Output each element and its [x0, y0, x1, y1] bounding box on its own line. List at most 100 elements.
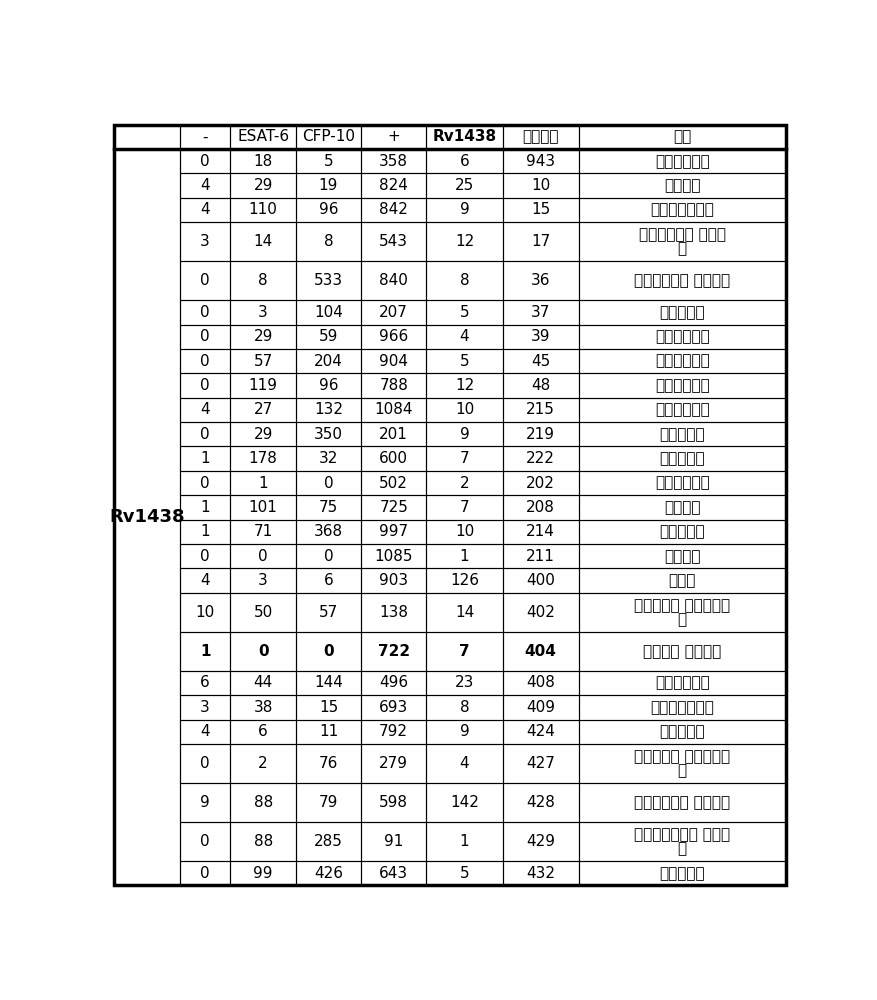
Bar [578, 671, 785, 695]
Bar [360, 720, 426, 744]
Bar [502, 300, 578, 325]
Bar [578, 471, 785, 495]
Text: 408: 408 [525, 675, 554, 690]
Text: 840: 840 [379, 273, 408, 288]
Bar [360, 744, 426, 783]
Text: 0: 0 [200, 305, 210, 320]
Bar [360, 671, 426, 695]
Text: 初治菌阳肺结核: 初治菌阳肺结核 [650, 202, 713, 217]
Text: 424: 424 [525, 724, 554, 739]
Bar [231, 861, 296, 885]
Bar [426, 373, 502, 398]
Text: 400: 400 [525, 573, 554, 588]
Bar [578, 325, 785, 349]
Text: 792: 792 [379, 724, 408, 739]
Text: 104: 104 [314, 305, 343, 320]
Text: 903: 903 [379, 573, 408, 588]
Text: 110: 110 [248, 202, 277, 217]
Text: 350: 350 [314, 427, 343, 442]
Bar [360, 198, 426, 222]
Bar [231, 198, 296, 222]
Bar [231, 125, 296, 149]
Text: 17: 17 [531, 234, 550, 249]
Bar [180, 593, 231, 632]
Text: 358: 358 [379, 154, 408, 169]
Text: 57: 57 [318, 605, 338, 620]
Text: 76: 76 [318, 756, 338, 771]
Text: 染: 染 [677, 841, 686, 856]
Bar [360, 125, 426, 149]
Bar [296, 398, 360, 422]
Text: 5: 5 [460, 866, 469, 881]
Bar [502, 446, 578, 471]
Bar [502, 783, 578, 822]
Text: 88: 88 [253, 795, 273, 810]
Text: 8: 8 [460, 273, 469, 288]
Text: 复治肺结核: 复治肺结核 [659, 427, 704, 442]
Text: 10: 10 [454, 524, 474, 539]
Bar [296, 261, 360, 300]
Bar [296, 222, 360, 261]
Text: 0: 0 [258, 549, 267, 564]
Bar [426, 198, 502, 222]
Bar [296, 744, 360, 783]
Text: 9: 9 [200, 795, 210, 810]
Text: 9: 9 [459, 202, 469, 217]
Text: 6: 6 [459, 154, 469, 169]
Bar [426, 222, 502, 261]
Text: 426: 426 [314, 866, 343, 881]
Bar [360, 349, 426, 373]
Text: 4: 4 [200, 573, 210, 588]
Text: 4: 4 [200, 402, 210, 417]
Text: 119: 119 [248, 378, 277, 393]
Bar [426, 671, 502, 695]
Text: 598: 598 [379, 795, 408, 810]
Bar [426, 783, 502, 822]
Text: 5: 5 [460, 354, 469, 369]
Bar [578, 861, 785, 885]
Bar [578, 222, 785, 261]
Text: 8: 8 [324, 234, 333, 249]
Bar [502, 325, 578, 349]
Bar [231, 520, 296, 544]
Text: 腰椎结核 骶骨结核: 腰椎结核 骶骨结核 [642, 644, 721, 659]
Text: 427: 427 [525, 756, 554, 771]
Bar [426, 125, 502, 149]
Text: 59: 59 [318, 329, 338, 344]
Text: 8: 8 [460, 700, 469, 715]
Bar [296, 446, 360, 471]
Bar [180, 471, 231, 495]
Text: 99: 99 [253, 866, 273, 881]
Text: 核: 核 [677, 763, 686, 778]
Text: 耔多药结核病: 耔多药结核病 [654, 329, 709, 344]
Text: 初治菌阳肺结核 肺部感: 初治菌阳肺结核 肺部感 [633, 827, 730, 842]
Bar [502, 495, 578, 520]
Bar [426, 632, 502, 671]
Bar [502, 568, 578, 593]
Text: 219: 219 [525, 427, 554, 442]
Text: 0: 0 [200, 549, 210, 564]
Text: 178: 178 [248, 451, 277, 466]
Text: 复治肺结核: 复治肺结核 [659, 524, 704, 539]
Text: 浸润型肺结核: 浸润型肺结核 [654, 476, 709, 491]
Text: ESAT-6: ESAT-6 [237, 129, 289, 144]
Text: 725: 725 [379, 500, 408, 515]
Bar [578, 422, 785, 446]
Text: 胸椎结核: 胸椎结核 [663, 178, 700, 193]
Text: 粒粒性肺结核 胸壁结核: 粒粒性肺结核 胸壁结核 [633, 273, 730, 288]
Bar [578, 398, 785, 422]
Text: 3: 3 [200, 234, 210, 249]
Bar [502, 593, 578, 632]
Text: 0: 0 [200, 834, 210, 849]
Text: 44: 44 [253, 675, 273, 690]
Text: 浸润型肺结核: 浸润型肺结核 [654, 402, 709, 417]
Text: 1084: 1084 [374, 402, 412, 417]
Text: 368: 368 [313, 524, 343, 539]
Bar [180, 695, 231, 720]
Bar [296, 198, 360, 222]
Text: 496: 496 [379, 675, 408, 690]
Text: 23: 23 [454, 675, 474, 690]
Bar [360, 149, 426, 173]
Text: 1: 1 [258, 476, 267, 491]
Bar [426, 495, 502, 520]
